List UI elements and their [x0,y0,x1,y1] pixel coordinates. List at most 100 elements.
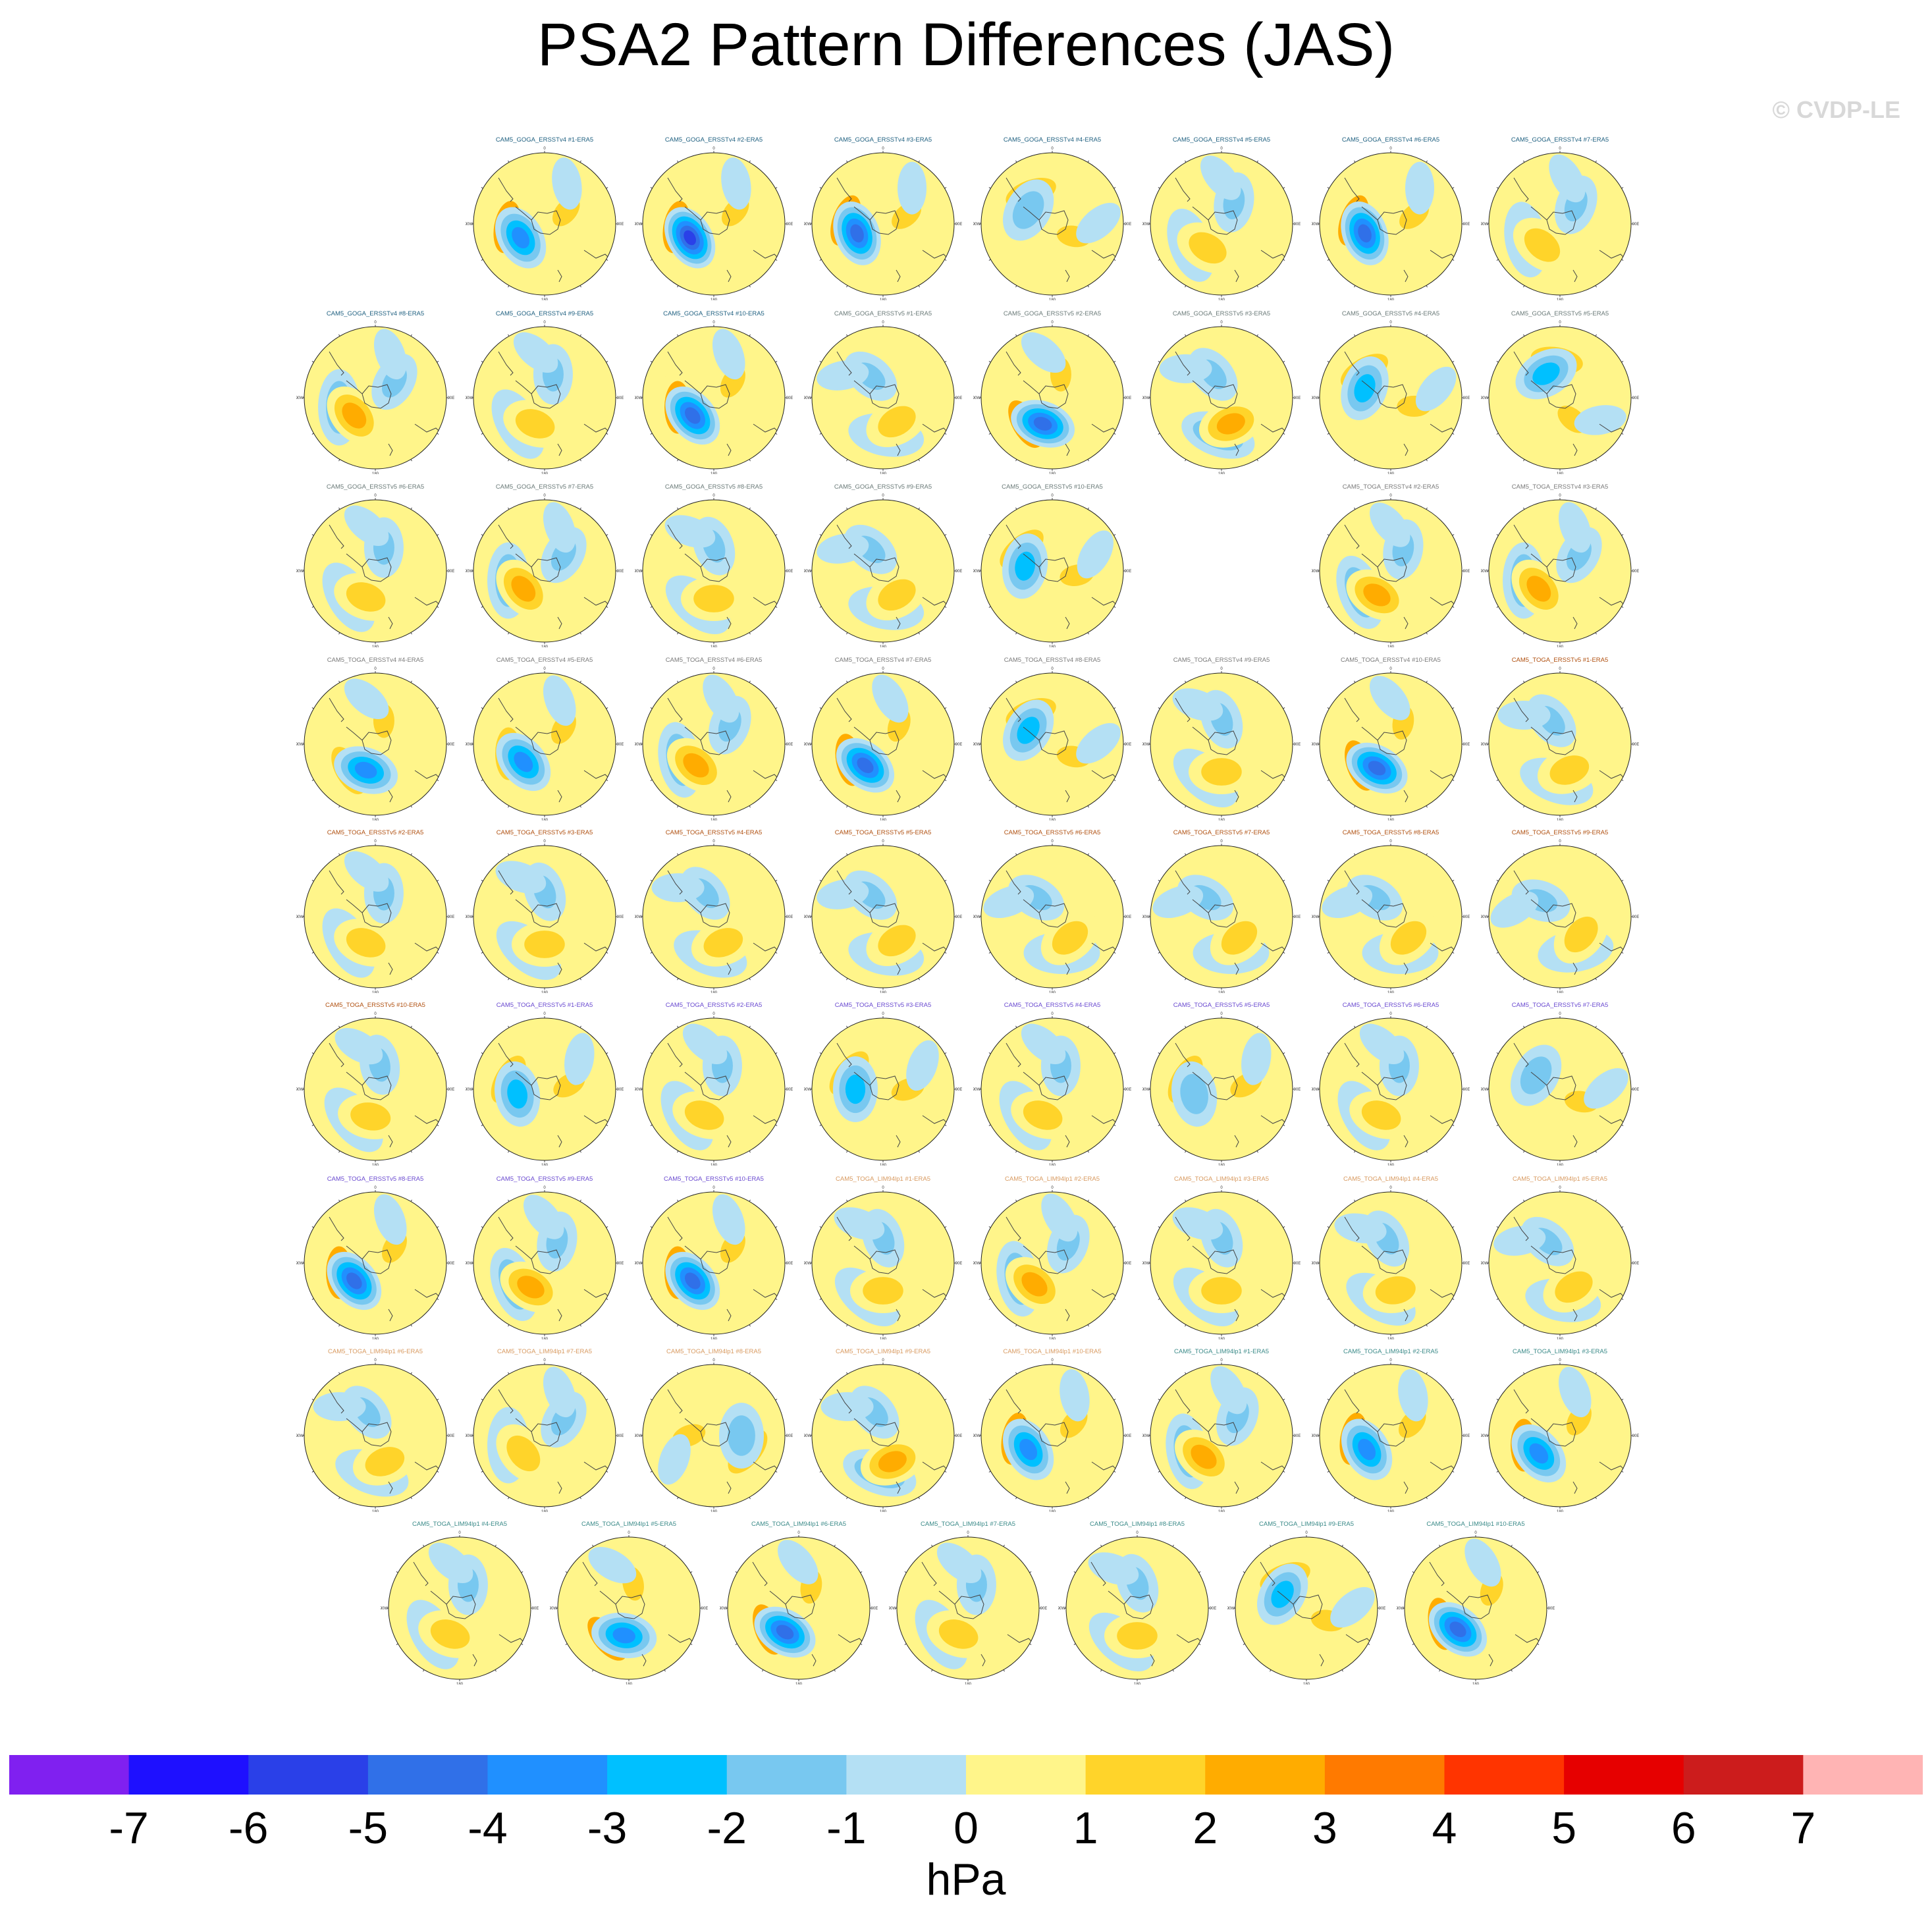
new-zealand-coastline [557,443,562,456]
map-tick [1158,779,1160,781]
map-tick-label: 0 [1559,667,1561,671]
map-tick [481,361,483,363]
map-tick-label: 90E [448,1088,454,1092]
map-tick [508,632,510,635]
map-tick [931,1669,933,1672]
south-america-coastline [1513,177,1529,202]
map-tick [819,952,822,954]
new-zealand-coastline [726,1135,732,1148]
map-tick-label: 180 [880,645,887,647]
map-tick [846,853,848,855]
map-tick [1029,1571,1032,1573]
map-tick [1283,1124,1285,1126]
map-tick-label: 90W [1481,915,1489,919]
map-tick [338,680,340,683]
map-tick [1198,1571,1201,1573]
map-tick-label: 180 [541,1164,549,1166]
antarctica-coastline [515,726,561,755]
antarctica-coastline [430,1590,476,1619]
map-tick-label: 0 [1305,1531,1308,1535]
anomaly-band [898,161,927,215]
new-zealand-coastline [726,616,732,630]
map-tick [579,853,581,855]
south-america-coastline [329,1216,344,1241]
map-tick [1087,805,1089,808]
map-tick [988,952,991,954]
panel-title: CAM5_GOGA_ERSSTv4 #9-ERA5 [495,310,594,317]
map-tick [650,779,653,781]
south-america-coastline [498,177,514,202]
map-tick [1087,1199,1089,1202]
anomaly-band [495,861,547,894]
map-tick [762,1544,764,1547]
colorbar-tick-label: -2 [707,1803,747,1853]
panel-title: CAM5_GOGA_ERSSTv5 #2-ERA5 [1003,310,1102,317]
new-zealand-coastline [1234,1309,1239,1322]
new-zealand-coastline [1234,1481,1239,1494]
panel-title: CAM5_TOGA_LIM94lp1 #9-ERA5 [1259,1521,1354,1528]
map-tick-label: 180 [1218,1338,1225,1339]
map-tick [749,978,751,981]
map-tick [1114,707,1116,709]
map-tick-label: 0 [1220,1012,1223,1016]
map-tick-label: 90E [1125,223,1131,227]
map-tick [1496,606,1499,608]
colorbar-segment [1205,1755,1326,1795]
map-tick [1523,285,1525,288]
new-zealand-coastline [1403,1135,1409,1148]
map-tick [410,1372,412,1374]
map-tick-label: 180 [541,1338,549,1339]
map-tick-label: 90W [1312,1088,1320,1092]
antarctica-coastline [853,1071,899,1100]
antarctica-coastline [1192,206,1238,235]
map-tick [775,259,778,261]
copyright-watermark: © CVDP-LE [1772,96,1900,123]
polar-map: 0 90E 180 90W [1481,1012,1639,1166]
map-tick [1327,187,1329,189]
colorbar-segment [248,1755,369,1795]
map-tick-label: 180 [1218,819,1225,821]
map-panel: CAM5_GOGA_ERSSTv5 #8-ERA5 0 90E 180 90W [635,483,793,647]
map-tick [1256,1025,1258,1028]
map-tick [1354,1199,1356,1202]
new-zealand-coastline [472,1654,477,1667]
map-tick [396,1571,398,1573]
map-tick [1452,1052,1455,1054]
map-tick [1158,1399,1160,1401]
map-panel: CAM5_GOGA_ERSSTv4 #10-ERA5 0 90E 180 90W [635,310,793,474]
map-tick [1621,433,1624,435]
map-tick [1537,1571,1540,1573]
map-panel: CAM5_TOGA_ERSSTv5 #2-ERA5 0 90E 180 90W [635,1001,793,1166]
map-tick [1426,680,1428,683]
map-tick [1452,1399,1455,1401]
map-tick [775,779,778,781]
map-tick [650,1399,653,1401]
chart-title: PSA2 Pattern Differences (JAS) [537,11,1395,78]
map-tick-label: 0 [1559,321,1561,325]
south-america-coastline [1344,177,1360,202]
map-tick [606,952,608,954]
panel-title: CAM5_TOGA_ERSSTv4 #10-ERA5 [1341,657,1441,664]
antarctica-coastline [1530,1245,1576,1274]
map-tick [1283,952,1285,954]
colorbar-segment [1803,1755,1923,1795]
polar-map: 0 90E 180 90W [1481,1359,1639,1512]
map-tick-label: 0 [543,147,546,151]
antarctica-coastline [1361,1418,1407,1447]
map-tick [1354,680,1356,683]
map-tick [650,1052,653,1054]
polar-map: 0 90E 180 90W [1142,667,1301,821]
colorbar-segment [367,1755,488,1795]
map-tick-label: 90E [955,743,962,747]
map-tick [1327,361,1329,363]
panel-title: CAM5_TOGA_LIM94lp1 #9-ERA5 [836,1348,930,1355]
map-tick-label: 0 [1220,321,1223,325]
map-tick [481,1399,483,1401]
polar-map: 0 90E 180 90W [466,494,624,647]
map-tick-label: 90W [381,1607,389,1611]
antarctica-coastline [1530,553,1576,582]
map-tick [481,1052,483,1054]
anomaly-band [344,851,389,892]
map-tick-label: 180 [626,1683,633,1685]
south-america-coastline [582,1561,598,1586]
